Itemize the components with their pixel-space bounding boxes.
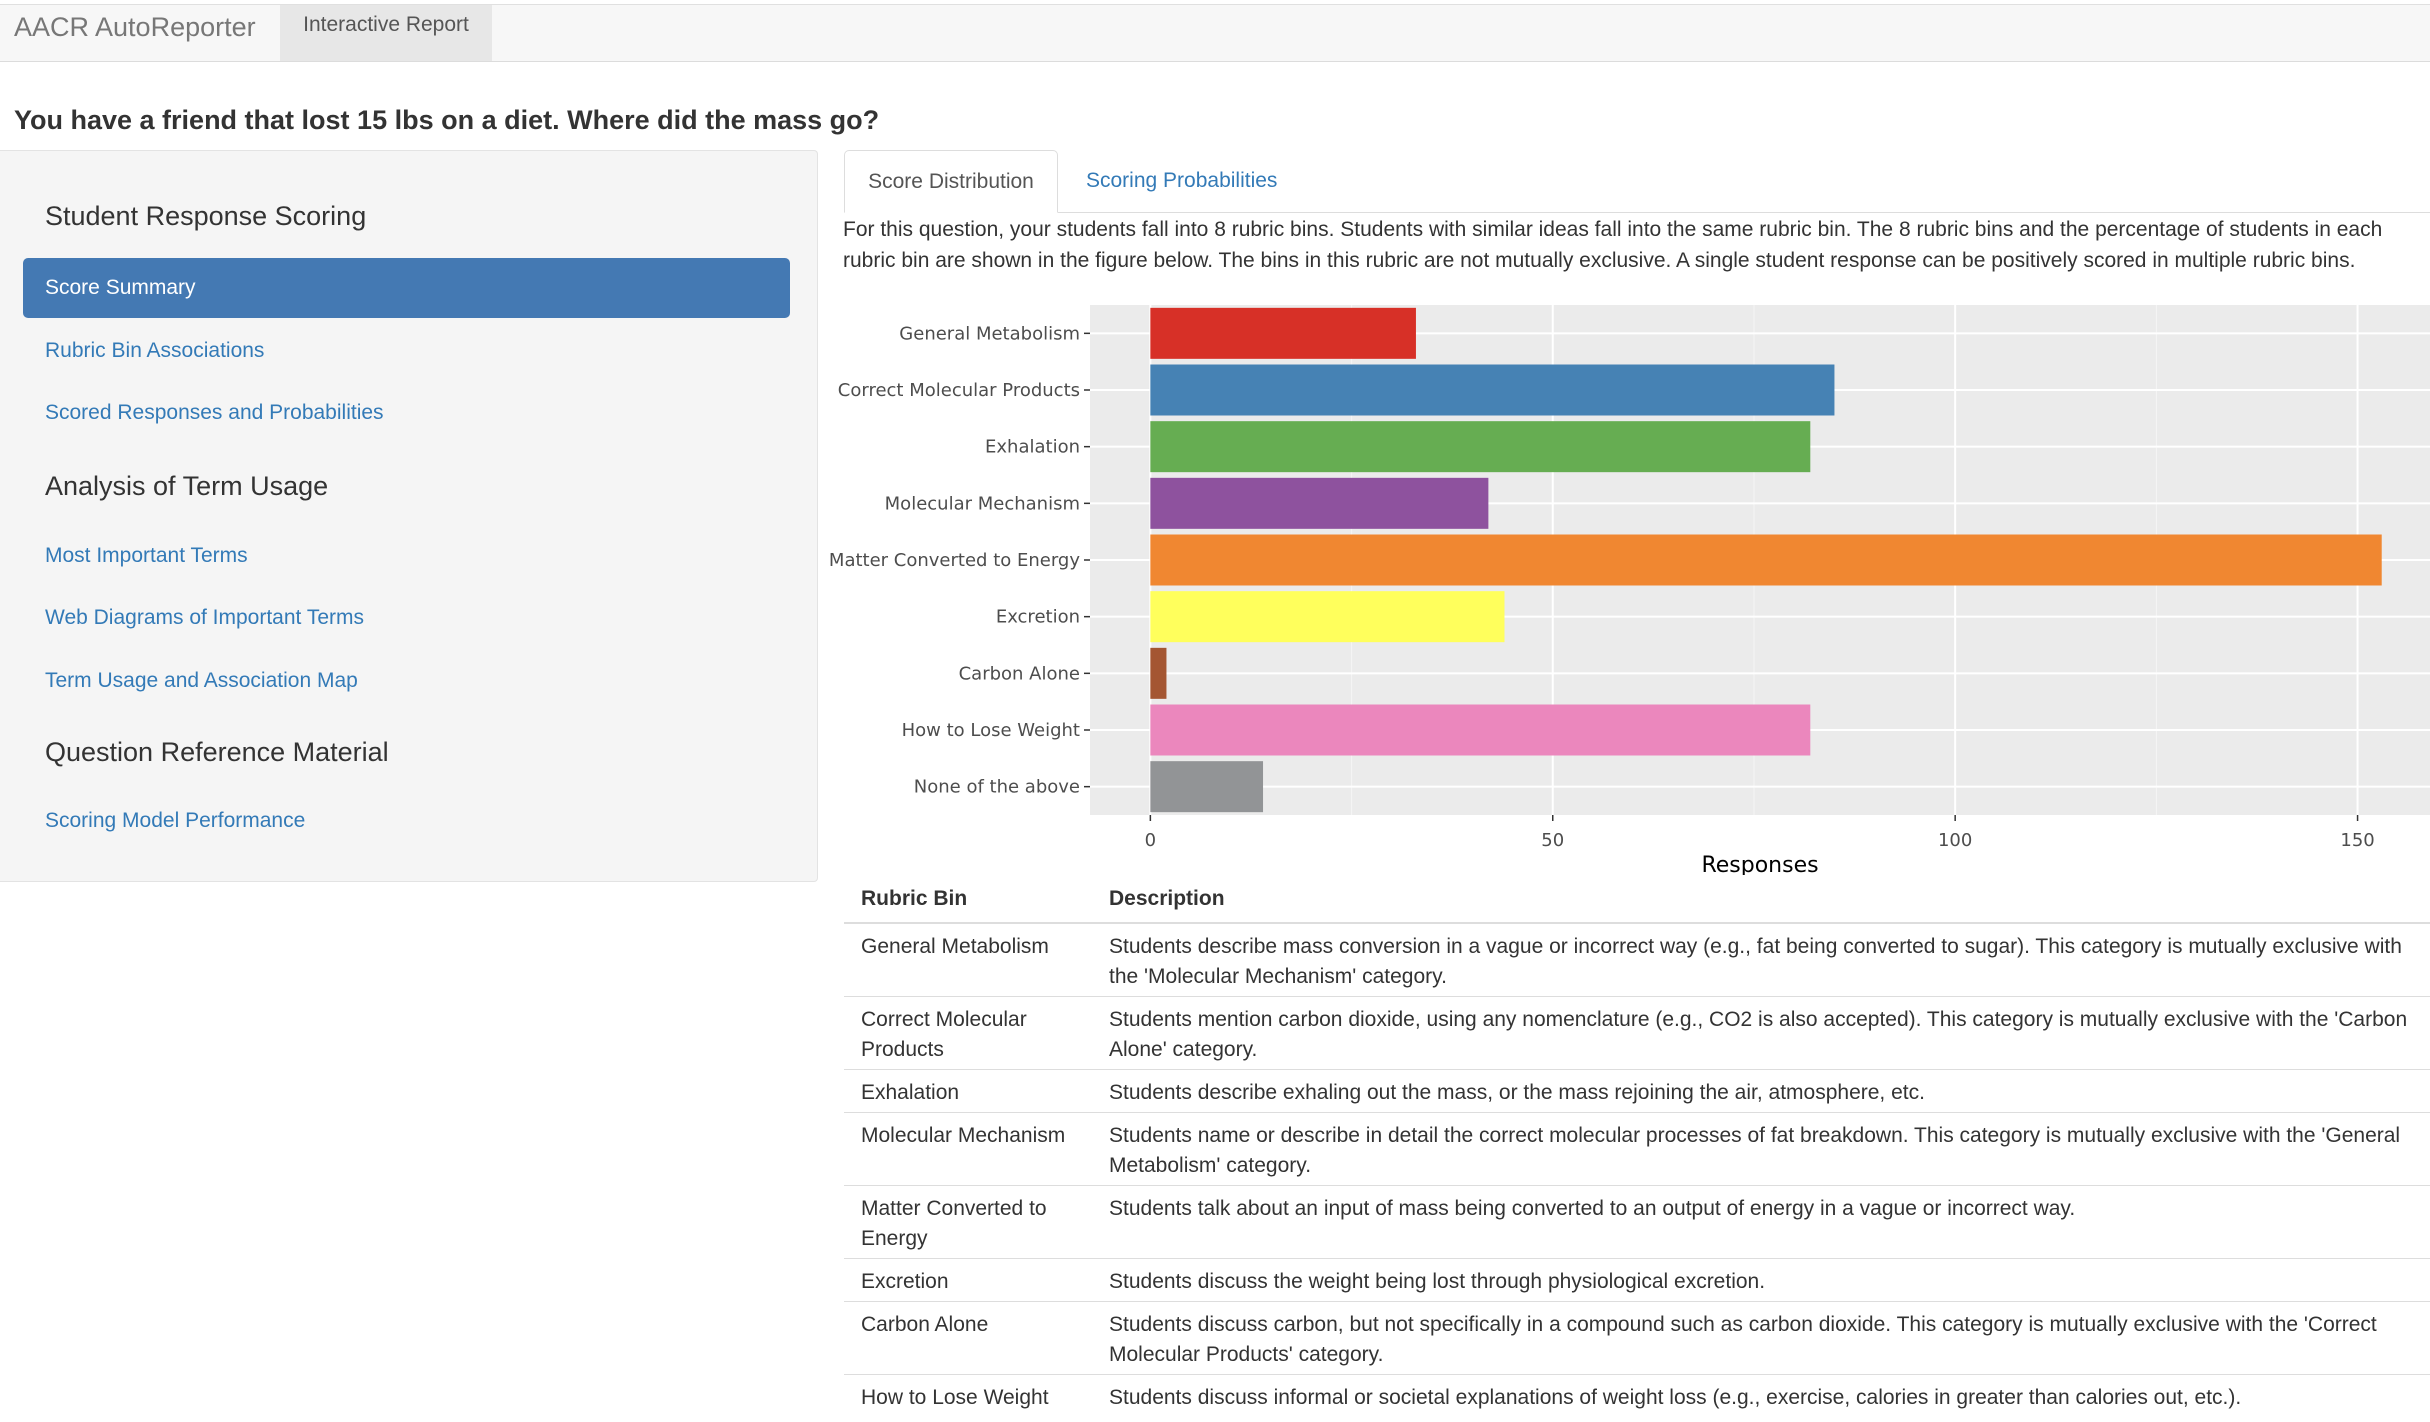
table-row: Excretion Students discuss the weight bei… bbox=[844, 1258, 2430, 1302]
sidebar-item-web-diagrams[interactable]: Web Diagrams of Important Terms bbox=[45, 606, 364, 629]
y-tick-label: Excretion bbox=[996, 607, 1080, 628]
brand-title[interactable]: AACR AutoReporter bbox=[14, 12, 256, 42]
x-axis-title: Responses bbox=[1701, 853, 1818, 875]
y-tick-label: How to Lose Weight bbox=[902, 720, 1080, 741]
table-row: Molecular Mechanism Students name or desc… bbox=[844, 1112, 2430, 1186]
tab-scoring-probabilities[interactable]: Scoring Probabilities bbox=[1086, 169, 1278, 192]
navbar: AACR AutoReporter Interactive Report bbox=[0, 4, 2430, 62]
description-cell: Students discuss informal or societal ex… bbox=[1092, 1374, 2430, 1417]
sidebar-item-score-summary[interactable]: Score Summary bbox=[23, 258, 790, 318]
y-tick-label: General Metabolism bbox=[899, 323, 1080, 344]
description-cell: Students discuss carbon, but not specifi… bbox=[1092, 1301, 2430, 1375]
description-cell: Students talk about an input of mass bei… bbox=[1092, 1185, 2430, 1259]
y-tick-label: Exhalation bbox=[985, 437, 1080, 458]
bar-matter-converted-to-energy bbox=[1150, 534, 2382, 586]
bar-exhalation bbox=[1150, 421, 1811, 473]
bar-general-metabolism bbox=[1150, 307, 1416, 359]
table-row: Exhalation Students describe exhaling out… bbox=[844, 1069, 2430, 1113]
y-tick-label: Molecular Mechanism bbox=[885, 493, 1080, 514]
table-row: How to Lose Weight Students discuss infor… bbox=[844, 1374, 2430, 1417]
x-tick-label: 150 bbox=[2340, 830, 2374, 851]
rubric-bin-cell: Correct Molecular Products bbox=[844, 996, 1092, 1070]
description-cell: Students describe mass conversion in a v… bbox=[1092, 922, 2430, 997]
bar-carbon-alone bbox=[1150, 647, 1167, 699]
section-heading-student-response-scoring: Student Response Scoring bbox=[45, 201, 367, 231]
rubric-bin-cell: Molecular Mechanism bbox=[844, 1112, 1092, 1186]
description-cell: Students mention carbon dioxide, using a… bbox=[1092, 996, 2430, 1070]
table-row: Correct Molecular Products Students menti… bbox=[844, 996, 2430, 1070]
x-tick-label: 50 bbox=[1541, 830, 1564, 851]
x-tick-label: 0 bbox=[1145, 830, 1156, 851]
sidebar: Student Response Scoring Score Summary R… bbox=[0, 150, 818, 882]
y-tick-label: Matter Converted to Energy bbox=[830, 550, 1080, 571]
y-tick-label: Correct Molecular Products bbox=[838, 380, 1080, 401]
sidebar-item-term-usage-map[interactable]: Term Usage and Association Map bbox=[45, 669, 358, 692]
x-tick-label: 100 bbox=[1938, 830, 1972, 851]
rubric-bin-cell: Matter Converted to Energy bbox=[844, 1185, 1092, 1259]
sidebar-item-most-important-terms[interactable]: Most Important Terms bbox=[45, 544, 248, 567]
column-header-rubric-bin: Rubric Bin bbox=[844, 876, 1092, 924]
rubric-bin-cell: Excretion bbox=[844, 1258, 1092, 1302]
y-tick-label: Carbon Alone bbox=[959, 663, 1080, 684]
rubric-bin-cell: How to Lose Weight bbox=[844, 1374, 1092, 1417]
section-heading-reference-material: Question Reference Material bbox=[45, 737, 389, 767]
bar-molecular-mechanism bbox=[1150, 477, 1489, 529]
y-tick-label: None of the above bbox=[914, 777, 1080, 798]
section-heading-term-usage: Analysis of Term Usage bbox=[45, 471, 329, 501]
question-title: You have a friend that lost 15 lbs on a … bbox=[14, 105, 880, 135]
tab-score-distribution[interactable]: Score Distribution bbox=[844, 150, 1058, 213]
bar-correct-molecular-products bbox=[1150, 364, 1835, 416]
table-row: General Metabolism Students describe mass… bbox=[844, 922, 2430, 997]
rubric-bin-cell: Exhalation bbox=[844, 1069, 1092, 1113]
nav-tab-interactive-report[interactable]: Interactive Report bbox=[280, 5, 492, 61]
bar-how-to-lose-weight bbox=[1150, 704, 1811, 756]
sidebar-item-scoring-model-performance[interactable]: Scoring Model Performance bbox=[45, 809, 306, 832]
bar-excretion bbox=[1150, 591, 1505, 643]
table-header-row: Rubric Bin Description bbox=[844, 876, 2430, 924]
column-header-description: Description bbox=[1092, 876, 2430, 924]
description-cell: Students describe exhaling out the mass,… bbox=[1092, 1069, 2430, 1113]
sidebar-item-scored-responses[interactable]: Scored Responses and Probabilities bbox=[45, 401, 384, 424]
rubric-bin-cell: General Metabolism bbox=[844, 922, 1092, 997]
table-row: Matter Converted to Energy Students talk … bbox=[844, 1185, 2430, 1259]
table-row: Carbon Alone Students discuss carbon, but… bbox=[844, 1301, 2430, 1375]
rubric-table: Rubric Bin Description General Metabolis… bbox=[844, 876, 2430, 1417]
description-cell: Students discuss the weight being lost t… bbox=[1092, 1258, 2430, 1302]
sidebar-item-rubric-bin-associations[interactable]: Rubric Bin Associations bbox=[45, 339, 265, 362]
main-tabs: Score Distribution Scoring Probabilities bbox=[844, 150, 2430, 213]
score-distribution-chart: General Metabolism Correct Molecular Prod… bbox=[830, 305, 2430, 875]
intro-paragraph: For this question, your students fall in… bbox=[843, 218, 2383, 272]
rubric-bin-cell: Carbon Alone bbox=[844, 1301, 1092, 1375]
description-cell: Students name or describe in detail the … bbox=[1092, 1112, 2430, 1186]
bar-none-of-the-above bbox=[1150, 761, 1264, 813]
